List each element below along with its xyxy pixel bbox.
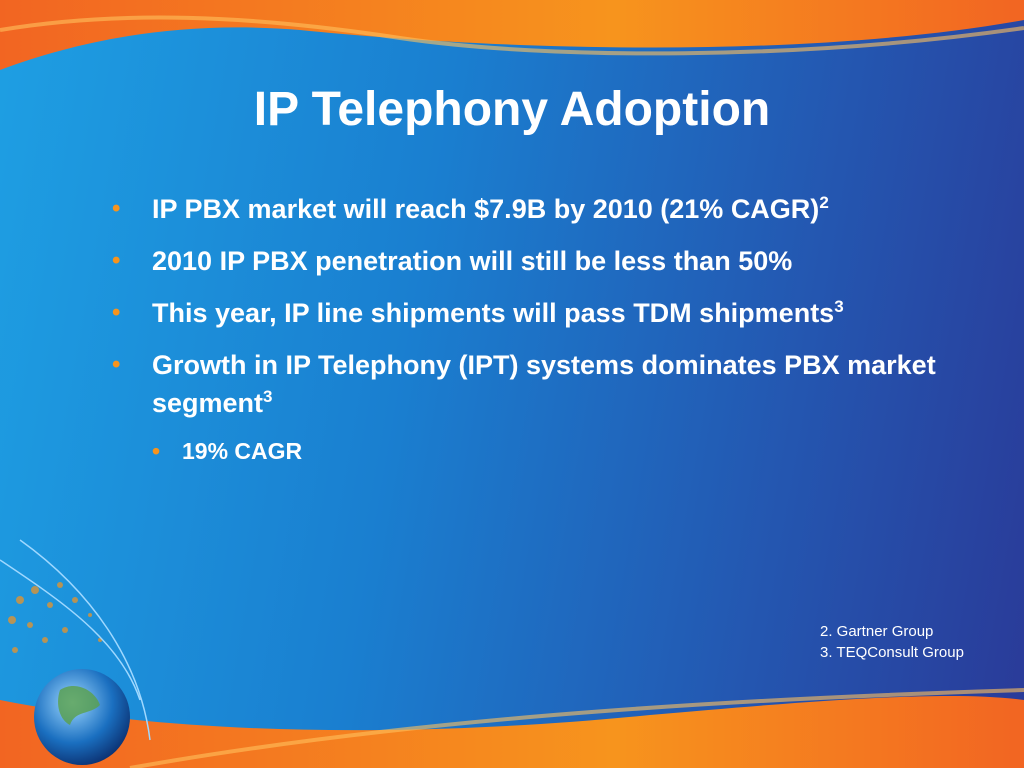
- bullet-list: IP PBX market will reach $7.9B by 2010 (…: [112, 190, 992, 480]
- footnote-ref: 2: [819, 193, 829, 212]
- sub-bullet-list: 19% CAGR: [152, 436, 992, 466]
- footnote: 3. TEQConsult Group: [820, 644, 964, 661]
- footnotes: 2. Gartner Group 3. TEQConsult Group: [820, 621, 964, 663]
- sub-bullet: 19% CAGR: [152, 436, 992, 466]
- bullet-text: Growth in IP Telephony (IPT) systems dom…: [152, 350, 936, 418]
- footnote-ref: 3: [263, 387, 273, 406]
- slide-title: IP Telephony Adoption: [253, 83, 771, 136]
- bullet-text: 2010 IP PBX penetration will still be le…: [152, 246, 793, 276]
- bullet-text: This year, IP line shipments will pass T…: [152, 298, 835, 328]
- bullet: IP PBX market will reach $7.9B by 2010 (…: [112, 190, 992, 228]
- bullet: 2010 IP PBX penetration will still be le…: [112, 242, 992, 280]
- footnote: 2. Gartner Group: [820, 623, 934, 640]
- bullet: Growth in IP Telephony (IPT) systems dom…: [112, 346, 992, 466]
- bullet-text: IP PBX market will reach $7.9B by 2010 (…: [152, 194, 820, 224]
- footnote-ref: 3: [834, 297, 844, 316]
- bullet: This year, IP line shipments will pass T…: [112, 294, 992, 332]
